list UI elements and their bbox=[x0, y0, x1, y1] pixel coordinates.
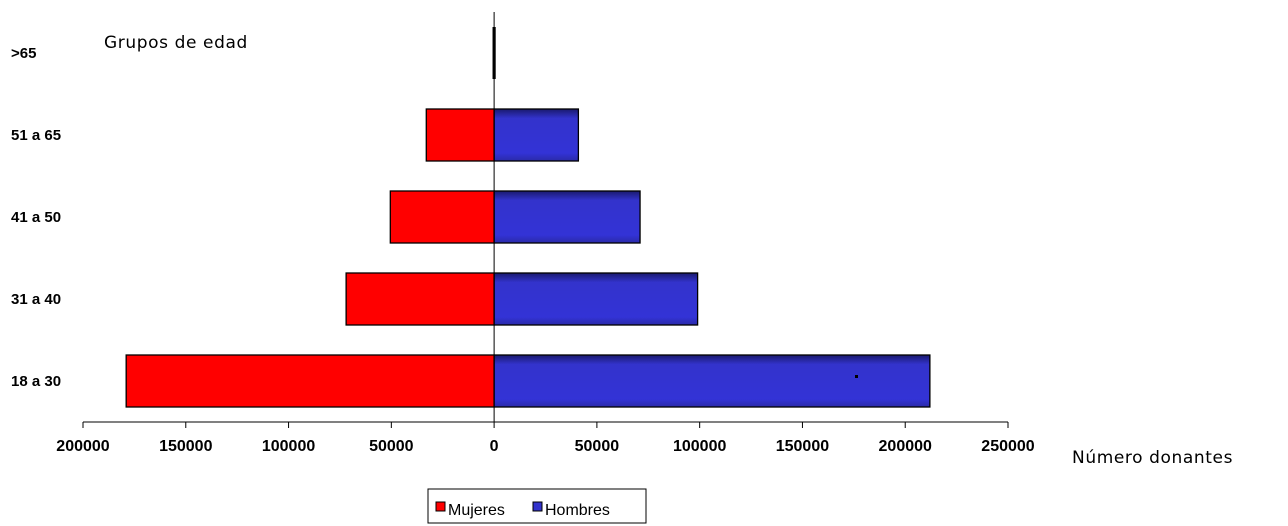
x-tick-label-2: 100000 bbox=[262, 438, 315, 455]
x-tick-label-1: 150000 bbox=[159, 438, 212, 455]
bar-hombres-1 bbox=[493, 272, 699, 326]
legend-label-hombres: Hombres bbox=[545, 502, 610, 519]
legend: Mujeres Hombres bbox=[427, 488, 647, 524]
x-tick-label-3: 50000 bbox=[369, 438, 414, 455]
x-axis-title: Número donantes bbox=[1072, 448, 1233, 468]
legend-box bbox=[427, 488, 647, 524]
axes-group bbox=[83, 12, 1008, 423]
category-label-0: 18 a 30 bbox=[11, 373, 61, 390]
x-tick-label-0: 200000 bbox=[56, 438, 109, 455]
bar-mujeres-0 bbox=[125, 354, 495, 408]
x-tick-label-8: 200000 bbox=[879, 438, 932, 455]
x-tick-label-7: 150000 bbox=[776, 438, 829, 455]
y-axis-title: Grupos de edad bbox=[104, 33, 248, 53]
legend-label-mujeres: Mujeres bbox=[448, 502, 505, 519]
category-labels-group: 18 a 30 31 a 40 41 a 50 51 a 65 >65 bbox=[11, 45, 61, 390]
bar-mujeres-2 bbox=[389, 190, 495, 244]
bar-mujeres-1 bbox=[345, 272, 495, 326]
bar-hombres-0 bbox=[493, 354, 931, 408]
x-ticks-group: 200000 150000 100000 50000 0 50000 100000 15000… bbox=[56, 422, 1035, 455]
category-label-3: 51 a 65 bbox=[11, 127, 61, 144]
bar-hombres-2 bbox=[493, 190, 641, 244]
x-tick-label-4: 0 bbox=[490, 438, 499, 455]
legend-swatch-mujeres bbox=[435, 501, 446, 512]
x-tick-label-9: 250000 bbox=[981, 438, 1034, 455]
x-tick-label-5: 50000 bbox=[575, 438, 620, 455]
category-label-2: 41 a 50 bbox=[11, 209, 61, 226]
bar-mujeres-3 bbox=[425, 108, 495, 162]
category-label-4: >65 bbox=[11, 45, 36, 62]
bar-hombres-3 bbox=[493, 108, 580, 162]
legend-swatch-hombres bbox=[532, 501, 543, 512]
x-tick-label-6: 100000 bbox=[673, 438, 726, 455]
category-label-1: 31 a 40 bbox=[11, 291, 61, 308]
data-point-marker bbox=[855, 375, 858, 378]
bars-group bbox=[125, 27, 931, 408]
